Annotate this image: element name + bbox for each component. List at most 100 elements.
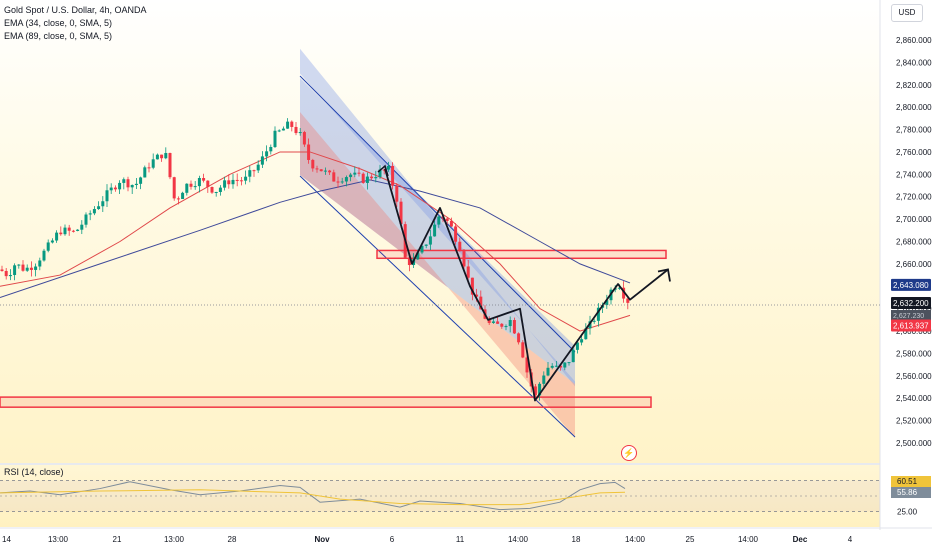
candle-body [164, 153, 168, 159]
candle-body [382, 169, 386, 171]
candle-body [323, 170, 327, 172]
candle-body [466, 266, 470, 278]
candle-body [563, 362, 567, 368]
candle-body [504, 326, 508, 328]
candle-body [13, 265, 17, 276]
candle-body [21, 264, 25, 271]
candle-body [97, 206, 101, 210]
candle-body [424, 244, 428, 246]
ema34-legend[interactable]: EMA (34, close, 0, SMA, 5) [4, 18, 113, 28]
candle-body [210, 187, 214, 193]
candle-body [458, 241, 462, 252]
candle-body [512, 320, 516, 334]
symbol-title[interactable]: Gold Spot / U.S. Dollar, 4h, OANDA [4, 5, 147, 15]
candle-body [4, 270, 8, 277]
candle-body [8, 275, 12, 277]
candle-body [76, 229, 80, 231]
price-tick-label: 2,540.000 [896, 394, 932, 403]
candle-body [437, 216, 441, 225]
time-tick-label: 21 [113, 535, 122, 544]
time-tick-label: 4 [848, 535, 853, 544]
rsi-ma-bg [891, 487, 931, 498]
candle-body [206, 180, 210, 188]
candle-body [277, 130, 281, 132]
candle-body [105, 190, 109, 202]
candle-body [546, 367, 550, 376]
rsi-value-label: 60.51 [897, 477, 918, 486]
candle-body [500, 323, 504, 327]
rsi-value-bg [891, 476, 931, 487]
candle-body [38, 260, 42, 267]
candle-body [160, 154, 164, 159]
candle-body [554, 365, 558, 367]
candle-body [92, 209, 96, 214]
candle-body [395, 185, 399, 202]
time-tick-label: 13:00 [164, 535, 185, 544]
candle-body [29, 267, 33, 270]
currency-button[interactable]: USD [891, 4, 923, 22]
support-zone[interactable] [0, 396, 652, 408]
candle-body [319, 169, 323, 172]
candle-body [470, 277, 474, 295]
candle-body [265, 151, 269, 157]
ema34-price-label: 2,613.937 [893, 321, 929, 330]
candle-body [118, 182, 122, 190]
candle-body [239, 180, 243, 182]
time-tick-label: 13:00 [48, 535, 69, 544]
candle-body [71, 230, 75, 232]
candle-body [298, 132, 302, 134]
price-tick-label: 2,740.000 [896, 170, 932, 179]
candle-body [214, 191, 218, 193]
flash-icon[interactable]: ⚡ [621, 445, 637, 461]
candle-body [332, 172, 336, 182]
candle-body [386, 165, 390, 170]
candle-body [176, 198, 180, 200]
candle-body [273, 130, 277, 148]
forecast-path[interactable] [384, 168, 669, 402]
candle-body [521, 342, 525, 358]
ema89-legend[interactable]: EMA (89, close, 0, SMA, 5) [4, 31, 113, 41]
resistance-zone[interactable] [376, 249, 667, 260]
candle-body [349, 174, 353, 178]
time-tick-label: 14:00 [508, 535, 529, 544]
candle-body [311, 159, 315, 169]
candle-body [155, 154, 159, 160]
price-tick-label: 2,680.000 [896, 238, 932, 247]
candle-body [315, 168, 319, 170]
candle-body [487, 318, 491, 323]
price-tick-label: 2,600.000 [896, 327, 932, 336]
candle-body [391, 165, 395, 186]
candle-body [134, 183, 138, 186]
candle-body [59, 232, 63, 235]
time-tick-label: 6 [390, 535, 395, 544]
candle-body [42, 250, 46, 261]
candle-body [126, 179, 130, 188]
candle-body [420, 245, 424, 253]
candle-body [559, 365, 563, 368]
candle-body [307, 144, 311, 160]
candle-body [407, 257, 411, 266]
candle-body [462, 251, 466, 267]
candle-body [189, 183, 193, 187]
candle-body [281, 128, 285, 131]
candle-body [269, 147, 273, 152]
candle-body [248, 170, 252, 177]
rsi-line [0, 481, 626, 511]
candle-body [193, 186, 197, 188]
candle-body [294, 126, 298, 134]
price-tick-label: 2,660.000 [896, 260, 932, 269]
candle-body [416, 252, 420, 260]
candle-body [622, 287, 626, 299]
rsi-legend[interactable]: RSI (14, close) [4, 467, 64, 477]
candle-body [533, 386, 537, 396]
candle-body [605, 300, 609, 306]
price-tick-label: 2,820.000 [896, 81, 932, 90]
candle-body [147, 167, 151, 169]
candle-body [580, 339, 584, 343]
time-tick-label: 25 [686, 535, 695, 544]
time-tick-label: 14 [2, 535, 11, 544]
candle-body [344, 177, 348, 182]
candle-body [508, 320, 512, 327]
